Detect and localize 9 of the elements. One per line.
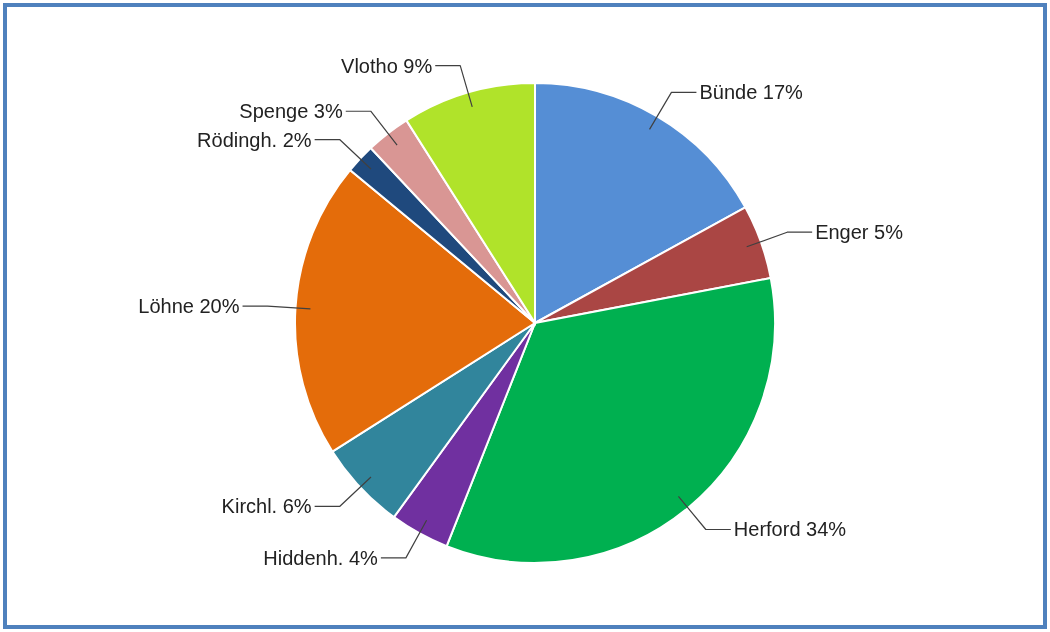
slice-label: Spenge 3% [239,100,343,123]
slice-label: Hiddenh. 4% [263,546,379,569]
slice-label: Bünde 17% [699,81,804,104]
slice-label: Herford 34% [733,518,847,541]
slice-label: Vlotho 9% [341,54,433,77]
slice-label: Kirchl. 6% [221,495,312,518]
slice-label: Rödingh. 2% [197,128,312,151]
slice-label: Löhne 20% [138,295,240,318]
slice-label: Enger 5% [815,221,904,244]
